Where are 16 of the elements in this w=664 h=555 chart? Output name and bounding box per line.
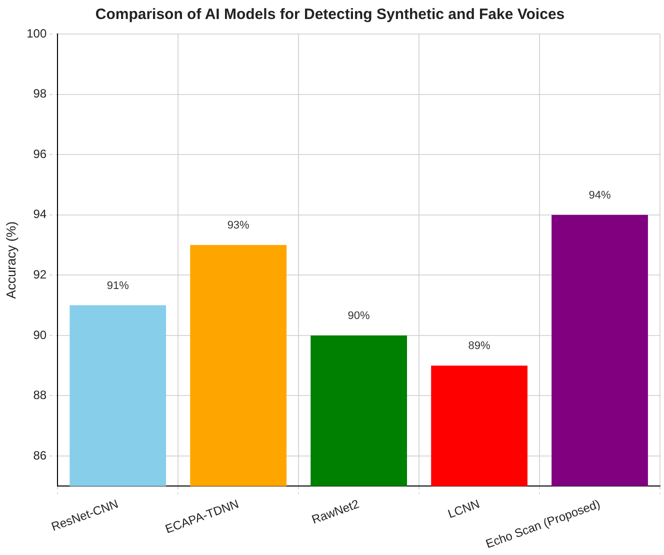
y-tick-label: 90 [33, 328, 47, 342]
data-label: 89% [468, 340, 491, 352]
y-tick-label: 86 [33, 448, 47, 462]
data-label: 90% [348, 310, 370, 322]
y-tick-label: 98 [33, 86, 47, 101]
y-tick-label: 96 [33, 146, 47, 161]
data-label: 91% [106, 280, 130, 292]
data-label: 93% [227, 220, 250, 232]
x-tick-label: LCNN [446, 496, 482, 522]
y-tick-label: 88 [33, 388, 47, 402]
chart-title: Comparison of AI Models for Detecting Synthetic and Fake Voices [95, 6, 565, 24]
y-tick-label: 100 [26, 26, 47, 40]
data-label: 94% [588, 189, 611, 202]
y-tick-label: 92 [33, 267, 47, 282]
y-tick-label: 94 [33, 207, 47, 222]
y-axis-title: Accuracy (%) [3, 221, 18, 299]
